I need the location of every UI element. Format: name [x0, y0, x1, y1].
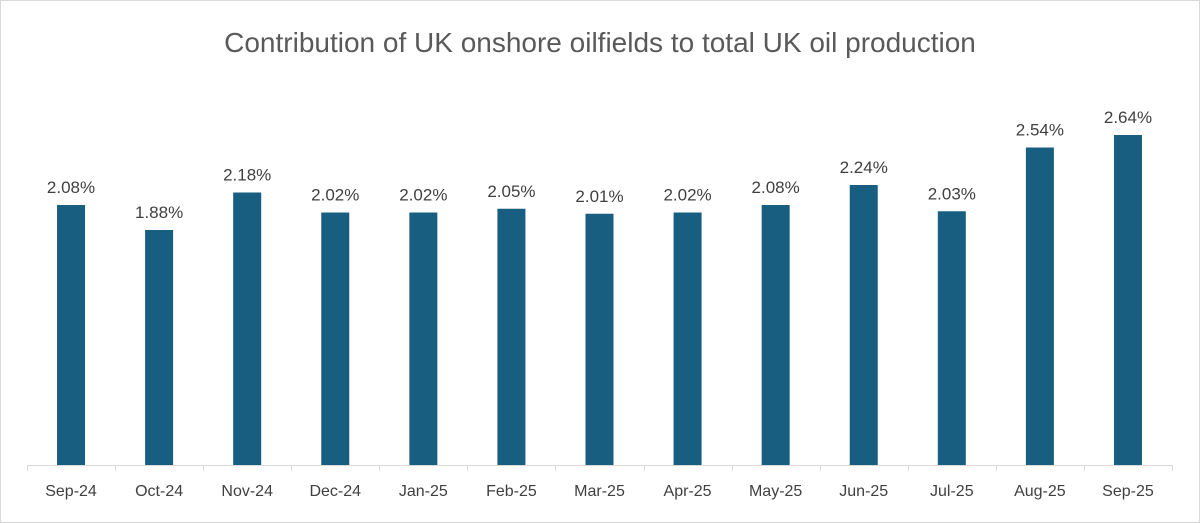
- bar: [145, 230, 174, 465]
- data-label: 2.64%: [1104, 108, 1152, 127]
- x-tick-label: Sep-25: [1102, 483, 1154, 500]
- bar: [761, 205, 790, 465]
- data-label: 2.24%: [840, 158, 888, 177]
- x-tick-label: Nov-24: [221, 483, 273, 500]
- x-tick-label: Feb-25: [486, 483, 537, 500]
- x-tick-label: Mar-25: [574, 483, 625, 500]
- x-tick-label: Aug-25: [1014, 483, 1066, 500]
- data-label: 2.01%: [575, 187, 623, 206]
- x-tick-label: Apr-25: [664, 483, 712, 500]
- x-tick-label: Oct-24: [135, 483, 183, 500]
- data-label: 2.02%: [311, 186, 359, 205]
- x-tick-label: May-25: [749, 483, 802, 500]
- bar: [937, 211, 966, 465]
- x-tick-label: Sep-24: [45, 483, 97, 500]
- bar: [585, 213, 614, 465]
- data-label: 2.08%: [47, 178, 95, 197]
- x-tick-label: Jun-25: [839, 483, 888, 500]
- bar: [233, 192, 262, 465]
- bar: [849, 185, 878, 465]
- x-tick-label: Jan-25: [399, 483, 448, 500]
- data-label: 2.08%: [752, 178, 800, 197]
- data-label: 1.88%: [135, 203, 183, 222]
- data-label: 2.02%: [663, 186, 711, 205]
- chart-title: Contribution of UK onshore oilfields to …: [224, 27, 976, 58]
- data-label: 2.02%: [399, 186, 447, 205]
- bar: [497, 208, 526, 465]
- bar: [673, 212, 702, 465]
- data-label: 2.18%: [223, 166, 271, 185]
- x-tick-label: Jul-25: [930, 483, 974, 500]
- bar: [321, 212, 350, 465]
- bar: [409, 212, 438, 465]
- bar: [1113, 135, 1142, 465]
- bar: [1025, 147, 1054, 465]
- data-label: 2.03%: [928, 184, 976, 203]
- x-tick-label: Dec-24: [309, 483, 361, 500]
- bar: [57, 205, 86, 465]
- data-label: 2.54%: [1016, 121, 1064, 140]
- data-label: 2.05%: [487, 182, 535, 201]
